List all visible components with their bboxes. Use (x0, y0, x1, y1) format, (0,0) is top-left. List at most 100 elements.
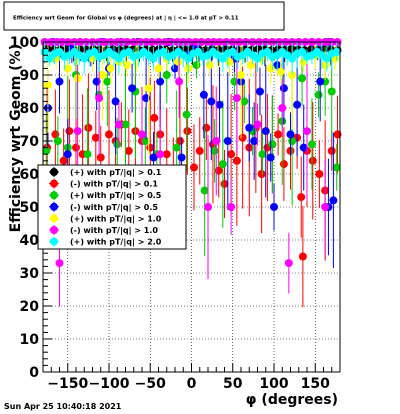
x-tick-label: −100 (89, 376, 130, 392)
y-tick-label: 70 (20, 134, 40, 150)
data-point (138, 130, 146, 139)
data-point (106, 64, 115, 73)
y-tick-label: 10 (20, 332, 40, 348)
data-point (303, 127, 311, 136)
data-point (123, 61, 132, 70)
data-point (183, 127, 192, 136)
data-point (83, 150, 92, 159)
data-point (124, 47, 133, 56)
data-point (205, 61, 214, 70)
legend-marker (50, 191, 58, 200)
data-point (45, 54, 54, 63)
data-point (212, 137, 221, 145)
y-tick-label: 40 (20, 233, 40, 249)
data-point (218, 160, 227, 169)
data-point (263, 47, 272, 56)
data-point (72, 143, 80, 152)
data-point (314, 90, 323, 99)
data-point (91, 133, 100, 142)
legend-marker (50, 202, 58, 211)
data-point (177, 153, 186, 162)
y-tick-label: 20 (20, 299, 40, 315)
legend-marker (50, 226, 58, 234)
legend-entry: (-) with pT/|q| > 0.1 (49, 178, 158, 189)
data-point (266, 64, 275, 73)
legend-entry: (+) with pT/|q| > 0.1 (49, 167, 162, 177)
data-point (141, 137, 150, 145)
data-point (237, 71, 245, 79)
data-point (204, 203, 212, 211)
date-stamp: Sun Apr 25 10:40:18 2021 (4, 402, 122, 411)
x-tick-label: 50 (223, 376, 243, 392)
data-point (298, 252, 307, 261)
legend-entry: (-) with pT/|q| > 0.5 (49, 201, 158, 212)
x-axis-title: φ (degrees) (246, 392, 338, 408)
data-point (232, 156, 241, 165)
data-point (287, 44, 296, 53)
data-point (207, 97, 216, 106)
y-tick-label: 90 (20, 68, 40, 84)
data-point (327, 146, 336, 155)
y-tick-label: 100 (10, 35, 39, 51)
data-point (175, 77, 184, 86)
data-point (84, 123, 93, 132)
data-point (149, 153, 158, 162)
series-7 (40, 42, 341, 239)
y-tick-label: 30 (20, 266, 40, 282)
data-point (63, 150, 72, 159)
data-point (95, 94, 104, 103)
data-point (308, 156, 317, 165)
data-point (80, 54, 89, 63)
data-point (298, 74, 307, 83)
data-point (245, 123, 254, 132)
legend-label: (+) with pT/|q| > 2.0 (70, 238, 162, 247)
legend-label: (+) with pT/|q| > 1.0 (70, 214, 162, 223)
data-point (218, 54, 227, 63)
legend-marker (50, 237, 58, 246)
legend-label: (-) with pT/|q| > 1.0 (70, 226, 158, 235)
data-point (194, 47, 203, 56)
x-tick-label: 100 (259, 376, 288, 392)
data-point (321, 203, 330, 211)
data-point (184, 54, 193, 63)
data-point (329, 196, 338, 205)
data-point (266, 153, 275, 162)
data-point (128, 84, 137, 93)
data-point (150, 113, 159, 122)
data-point (232, 94, 241, 103)
data-point (215, 100, 224, 109)
data-point (270, 203, 278, 211)
data-point (192, 61, 201, 70)
data-point (240, 97, 249, 106)
data-point (98, 71, 107, 79)
data-point (162, 150, 171, 159)
data-point (114, 120, 123, 129)
data-point (322, 54, 331, 63)
legend-entry: (+) with pT/|q| > 0.5 (49, 190, 162, 201)
data-point (113, 140, 122, 149)
data-point (315, 170, 324, 178)
data-point (55, 47, 64, 56)
legend-marker (50, 214, 58, 223)
legend-label: (+) with pT/|q| > 0.5 (70, 191, 162, 200)
data-point (96, 153, 105, 162)
data-point (332, 163, 341, 172)
data-point (149, 54, 158, 63)
data-point (159, 47, 168, 56)
data-point (279, 84, 288, 93)
legend-entry: (-) with pT/|q| > 1.0 (49, 225, 158, 235)
legend-label: (+) with pT/|q| > 0.1 (70, 168, 162, 177)
y-tick-label: 0 (29, 365, 39, 381)
data-point (200, 186, 209, 195)
legend-entry: (+) with pT/|q| > 2.0 (49, 236, 162, 247)
data-point (223, 137, 232, 145)
data-point (182, 110, 191, 119)
data-point (90, 47, 99, 56)
x-tick-label: −150 (47, 376, 88, 392)
data-point (288, 71, 297, 79)
data-point (268, 140, 277, 149)
data-point (105, 130, 113, 139)
data-point (293, 100, 302, 109)
data-point (257, 170, 266, 178)
